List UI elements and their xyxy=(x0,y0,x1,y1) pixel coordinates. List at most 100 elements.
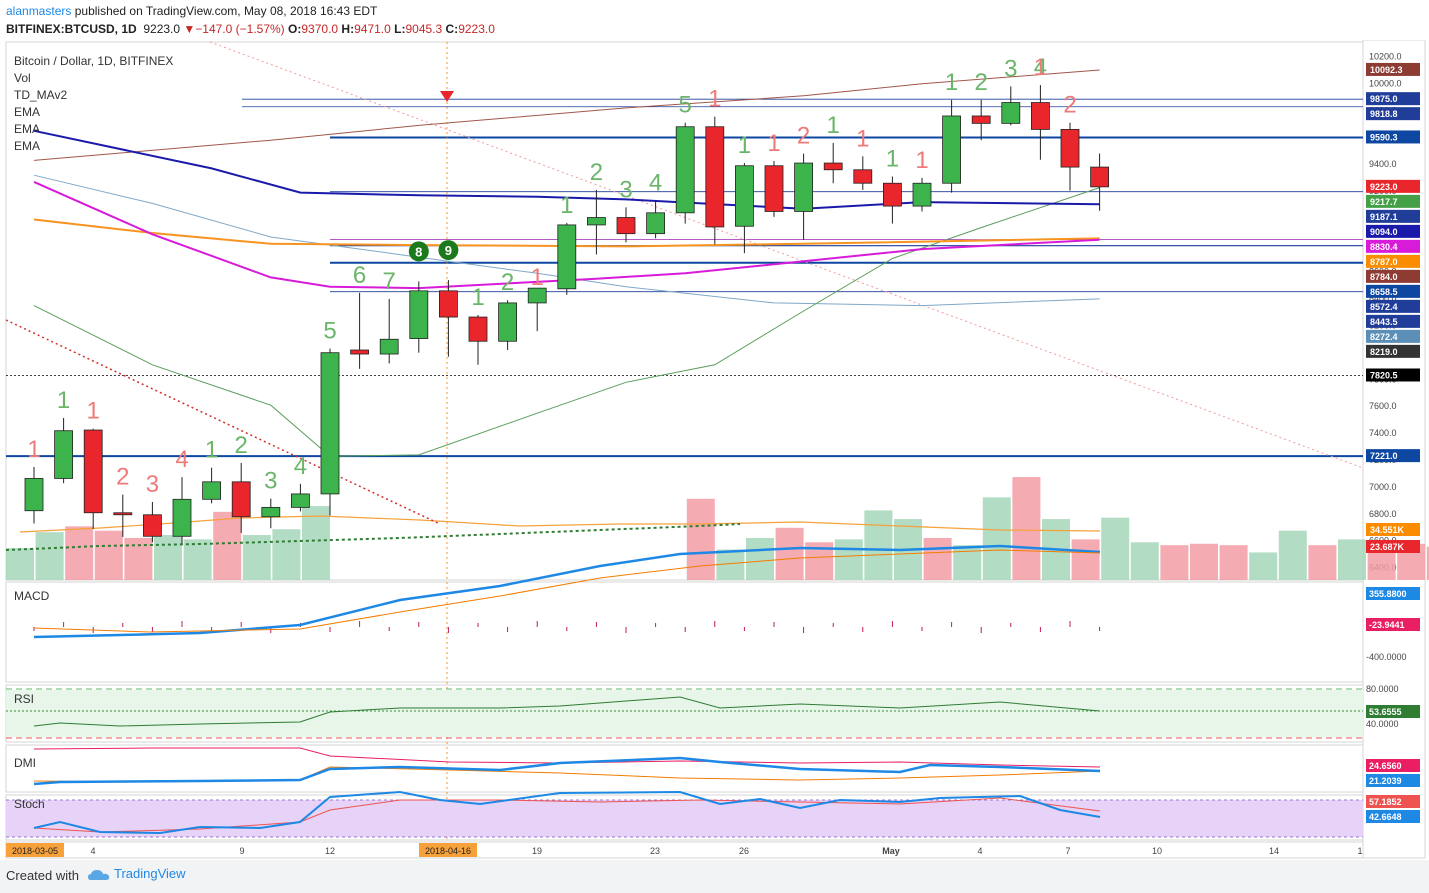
price-label-box xyxy=(1366,92,1420,106)
td-count-label: 4 xyxy=(294,453,307,480)
stoch-band xyxy=(6,800,1363,837)
tradingview-logo[interactable]: TradingView xyxy=(88,866,186,881)
volume-label-text: 34.551K xyxy=(1370,525,1405,535)
volume-bar xyxy=(1308,545,1337,580)
candle-body xyxy=(24,478,44,512)
candle-body xyxy=(823,162,843,171)
created-with-text: Created with xyxy=(6,868,79,883)
dmi-label-text: 24.6560 xyxy=(1369,761,1402,771)
candle-body xyxy=(468,316,488,342)
price-axis-label: 8787.0 xyxy=(1366,254,1420,268)
price-label-text: 8443.5 xyxy=(1370,317,1398,327)
td-count-label: 1 xyxy=(205,437,218,464)
time-label-text: 2018-03-05 xyxy=(12,846,58,856)
rsi-line xyxy=(33,696,1101,727)
candle-body xyxy=(764,165,784,212)
stoch-axis-label: 42.6648 xyxy=(1366,810,1420,823)
price-label-text: 8658.5 xyxy=(1370,287,1398,297)
price-label-text: 8787.0 xyxy=(1370,257,1398,267)
candle-body xyxy=(971,115,991,124)
candle-body xyxy=(1090,166,1109,188)
volume-bar xyxy=(1071,539,1100,580)
td-count-label: 1 xyxy=(531,264,544,291)
lightblue-ma-line xyxy=(33,174,1100,307)
rsi-label: RSI xyxy=(14,692,34,706)
author-link[interactable]: alanmasters xyxy=(6,4,72,18)
price-axis-label: 8572.4 xyxy=(1366,299,1420,313)
price-label-box xyxy=(1366,269,1420,283)
volume-bar xyxy=(1338,539,1366,580)
macd-label-box xyxy=(1366,618,1420,631)
dmi-label: DMI xyxy=(14,756,36,770)
price-label-text: 10092.3 xyxy=(1370,65,1403,75)
price-label-box xyxy=(1366,239,1420,253)
symbol: BITFINEX:BTCUSD, 1D xyxy=(6,22,137,36)
price-axis-label: 8219.0 xyxy=(1366,344,1420,358)
td-setup-number: 9 xyxy=(445,243,452,258)
price-tick-label: 10000.0 xyxy=(1369,78,1402,88)
price-axis xyxy=(1362,40,1426,859)
price-axis-label: 9590.3 xyxy=(1366,130,1420,144)
price-axis-label: 9818.8 xyxy=(1366,107,1420,121)
volume-bar xyxy=(1426,546,1429,580)
td-count-label: 5 xyxy=(679,92,692,119)
macd-signal-line xyxy=(33,549,1101,633)
price-axis-label: 8658.5 xyxy=(1366,284,1420,298)
candle-body xyxy=(142,514,162,537)
volume-bar xyxy=(1160,545,1189,580)
price-axis-label: 8784.0 xyxy=(1366,269,1420,283)
dmi-label-box xyxy=(1366,759,1420,772)
td-setup-circle xyxy=(408,241,429,262)
price-label-text: 9818.8 xyxy=(1370,109,1398,119)
close-value: 9223.0 xyxy=(458,22,495,36)
candle-body xyxy=(587,217,606,226)
cloud-icon xyxy=(88,869,110,880)
td-count-label: 4 xyxy=(649,170,662,197)
rsi-upper-tick: 80.0000 xyxy=(1366,684,1399,694)
candle-body xyxy=(379,338,399,355)
candle-body xyxy=(557,224,577,290)
rsi-lower-tick: 40.0000 xyxy=(1366,719,1399,729)
price-label-box xyxy=(1366,449,1420,463)
td-count-label: 2 xyxy=(1063,92,1076,119)
volume-bar xyxy=(272,529,301,580)
td-count-label: 1 xyxy=(856,125,869,152)
price-tick-label: 8400.0 xyxy=(1369,294,1397,304)
volume-bar xyxy=(213,511,242,580)
volume-bar xyxy=(923,537,952,580)
volume-bar xyxy=(982,497,1011,580)
ohlc-line: BITFINEX:BTCUSD, 1D 9223.0 ▼−147.0 (−1.5… xyxy=(6,22,495,36)
td-count-label: 6 xyxy=(353,262,366,289)
td-count-label: 1 xyxy=(945,69,958,96)
volume-bar xyxy=(94,530,123,580)
green-ma-line xyxy=(33,187,1100,457)
volume-bar xyxy=(35,532,64,580)
stoch-label-text: 42.6648 xyxy=(1369,812,1402,822)
td-count-label: 2 xyxy=(116,464,129,491)
price-axis-label: 7820.5 xyxy=(1366,368,1420,382)
td-count-label: 1 xyxy=(560,192,573,219)
price-tick-label: 7400.0 xyxy=(1369,428,1397,438)
macd-label-box xyxy=(1366,587,1420,600)
candle-body xyxy=(350,349,370,355)
price-label-text: 9223.0 xyxy=(1370,182,1398,192)
volume-bar xyxy=(1012,477,1041,580)
volume-bar xyxy=(1249,552,1278,580)
price-label-text: 9094.0 xyxy=(1370,227,1398,237)
volume-bar xyxy=(183,539,212,580)
footer: Created with TradingView xyxy=(0,860,1429,893)
candle-body xyxy=(113,512,133,516)
price-tick-label: 10200.0 xyxy=(1369,51,1402,61)
price-label-text: 7221.0 xyxy=(1370,451,1398,461)
chart-header: alanmasters published on TradingView.com… xyxy=(0,0,1429,40)
volume-bar xyxy=(775,527,804,580)
dmi-minus-line xyxy=(33,756,1101,786)
td-count-label: 5 xyxy=(323,318,336,345)
td-count-label: 1 xyxy=(827,112,840,139)
td-setup-circle xyxy=(438,240,459,261)
price-chart[interactable]: 6400.06600.06800.07000.07200.07400.07600… xyxy=(0,40,1429,860)
volume-bar xyxy=(686,498,715,580)
price-label-text: 8572.4 xyxy=(1370,302,1398,312)
price-axis-label: 8443.5 xyxy=(1366,314,1420,328)
price-label-box xyxy=(1366,194,1420,208)
